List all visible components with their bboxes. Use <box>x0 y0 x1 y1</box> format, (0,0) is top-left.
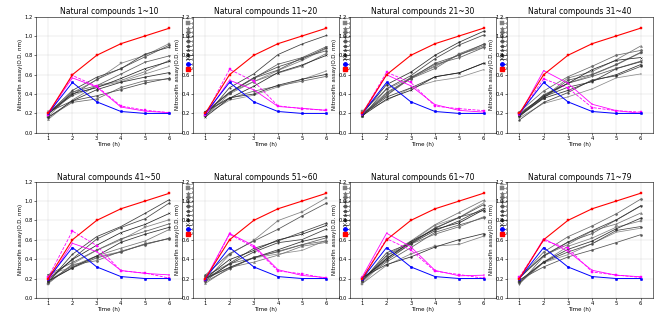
Title: Natural compounds 11~20: Natural compounds 11~20 <box>215 8 318 17</box>
Title: Natural compounds 21~30: Natural compounds 21~30 <box>371 8 475 17</box>
Y-axis label: Nitrocefin assay(O.D. nm): Nitrocefin assay(O.D. nm) <box>18 39 23 110</box>
X-axis label: Time (h): Time (h) <box>411 307 434 312</box>
Legend: CCU1401+MI-61, CCU1401+MI-62, CCU1401+MI-63, CCU1401+MI-64, CCU1401+MI-65, CCU14: CCU1401+MI-61, CCU1401+MI-62, CCU1401+MI… <box>499 181 544 237</box>
Legend: CCU1401+MI-11, CCU1401+MI-12, CCU1401+MI-13, CCU1401+MI-14, CCU1401+MI-15, CCU14: CCU1401+MI-11, CCU1401+MI-12, CCU1401+MI… <box>342 17 386 71</box>
X-axis label: Time (h): Time (h) <box>255 142 277 147</box>
Y-axis label: Nitrocefin assay(O.D. nm): Nitrocefin assay(O.D. nm) <box>332 204 337 275</box>
Title: Natural compounds 71~79: Natural compounds 71~79 <box>528 172 632 182</box>
Y-axis label: Nitrocefin assay(O.D. nm): Nitrocefin assay(O.D. nm) <box>489 204 495 275</box>
X-axis label: Time (h): Time (h) <box>255 307 277 312</box>
Title: Natural compounds 1~10: Natural compounds 1~10 <box>60 8 158 17</box>
Title: Natural compounds 51~60: Natural compounds 51~60 <box>214 172 318 182</box>
X-axis label: Time (h): Time (h) <box>97 307 120 312</box>
Y-axis label: Nitrocefin assay(O.D. nm): Nitrocefin assay(O.D. nm) <box>332 39 337 110</box>
Title: Natural compounds 61~70: Natural compounds 61~70 <box>371 172 475 182</box>
Y-axis label: Nitrocefin assay(O.D. nm): Nitrocefin assay(O.D. nm) <box>18 204 23 275</box>
Legend: CCU1401+MI-41, CCU1401+MI-42, CCU1401+MI-43, CCU1401+MI-44, CCU1401+MI-45, CCU14: CCU1401+MI-41, CCU1401+MI-42, CCU1401+MI… <box>185 181 230 237</box>
Y-axis label: Nitrocefin assay(O.D. nm): Nitrocefin assay(O.D. nm) <box>175 204 180 275</box>
Title: Natural compounds 31~40: Natural compounds 31~40 <box>528 8 632 17</box>
Legend: CCU1401+MI-1, CCU1401+MI-2, CCU1401+MI-3, CCU1401+MI-4, CCU1401+MI-5, CCU1401+MI: CCU1401+MI-1, CCU1401+MI-2, CCU1401+MI-3… <box>185 17 230 71</box>
Legend: CCU1401+MI-21, CCU1401+MI-22, CCU1401+MI-23, CCU1401+MI-24, CCU1401+MI-25, CCU14: CCU1401+MI-21, CCU1401+MI-22, CCU1401+MI… <box>499 17 544 71</box>
Legend: CCU1401+MI-51, CCU1401+MI-52, CCU1401+MI-53, CCU1401+MI-54, CCU1401+MI-55, CCU14: CCU1401+MI-51, CCU1401+MI-52, CCU1401+MI… <box>342 181 386 237</box>
Y-axis label: Nitrocefin assay(O.D. nm): Nitrocefin assay(O.D. nm) <box>489 39 495 110</box>
X-axis label: Time (h): Time (h) <box>569 142 592 147</box>
Y-axis label: Nitrocefin assay(O.D. nm): Nitrocefin assay(O.D. nm) <box>175 39 180 110</box>
X-axis label: Time (h): Time (h) <box>411 142 434 147</box>
Title: Natural compounds 41~50: Natural compounds 41~50 <box>57 172 161 182</box>
X-axis label: Time (h): Time (h) <box>569 307 592 312</box>
X-axis label: Time (h): Time (h) <box>97 142 120 147</box>
